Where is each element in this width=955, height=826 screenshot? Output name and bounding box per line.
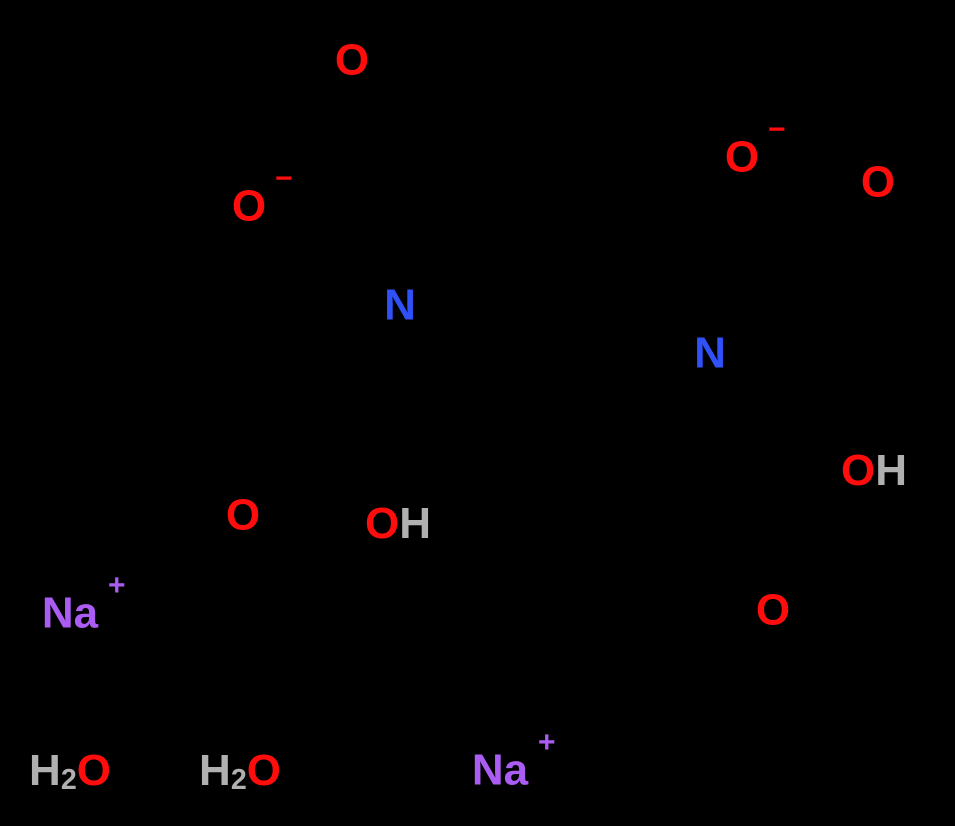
svg-text:O: O xyxy=(335,36,369,85)
svg-text:O: O xyxy=(756,586,790,635)
svg-text:Na: Na xyxy=(472,746,529,795)
atom-O4: O xyxy=(861,158,895,207)
svg-text:N: N xyxy=(384,281,416,330)
svg-text:+: + xyxy=(108,569,126,602)
svg-text:OH: OH xyxy=(841,446,907,495)
svg-text:O: O xyxy=(232,182,266,231)
svg-text:−: − xyxy=(768,113,786,146)
svg-text:O: O xyxy=(725,133,759,182)
atom-O8: O xyxy=(756,586,790,635)
svg-text:Na: Na xyxy=(42,589,99,638)
atom-O1: O xyxy=(335,36,369,85)
atom-N2: N xyxy=(694,329,726,378)
atom-O7: OH xyxy=(841,446,907,495)
svg-text:OH: OH xyxy=(365,499,431,548)
svg-text:O: O xyxy=(226,491,260,540)
svg-text:O: O xyxy=(861,158,895,207)
atom-O5: O xyxy=(226,491,260,540)
molecule-diagram: OO−O−ONNOOHOHONa+Na+H2OH2O xyxy=(0,0,955,826)
atom-O6: OH xyxy=(365,499,431,548)
svg-text:N: N xyxy=(694,329,726,378)
svg-text:+: + xyxy=(538,726,556,759)
svg-text:−: − xyxy=(275,162,293,195)
atom-N1: N xyxy=(384,281,416,330)
